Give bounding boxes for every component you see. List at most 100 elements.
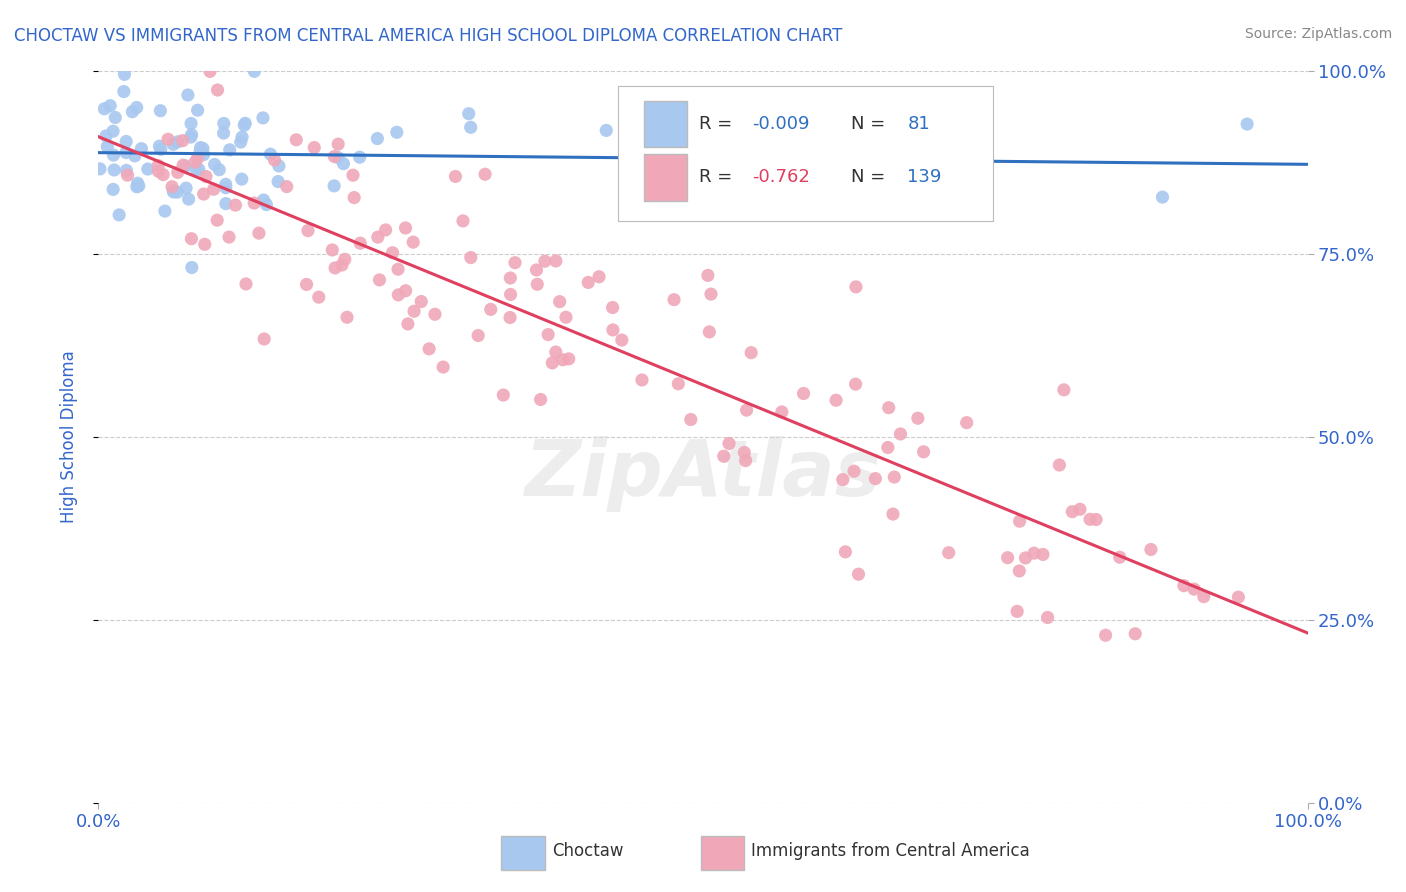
Point [212, 126, 235, 140]
Point [1078, 512, 1101, 526]
Point [387, 262, 409, 277]
Point [218, 143, 240, 157]
Point [166, 165, 188, 179]
Point [368, 273, 391, 287]
Point [323, 149, 346, 163]
Point [252, 111, 274, 125]
Point [177, 88, 200, 103]
Point [882, 507, 904, 521]
Point [115, 163, 138, 178]
Point [938, 546, 960, 560]
Point [180, 116, 202, 130]
Point [381, 245, 404, 260]
Point [252, 193, 274, 207]
Point [1022, 546, 1045, 560]
Point [342, 168, 364, 182]
Point [332, 157, 354, 171]
Point [842, 464, 865, 478]
Point [423, 307, 446, 321]
Point [204, 157, 226, 171]
Point [956, 416, 979, 430]
Point [492, 388, 515, 402]
Point [631, 373, 654, 387]
Point [160, 179, 183, 194]
Point [877, 401, 900, 415]
Point [190, 140, 212, 154]
Point [180, 128, 202, 142]
Point [1036, 610, 1059, 624]
Point [202, 182, 225, 196]
Point [367, 230, 389, 244]
Point [94, 128, 117, 143]
Point [793, 386, 815, 401]
Point [117, 168, 139, 182]
Point [177, 192, 200, 206]
Point [191, 142, 214, 156]
Point [104, 111, 127, 125]
Point [1236, 117, 1258, 131]
Text: Choctaw: Choctaw [551, 842, 623, 860]
Point [162, 184, 184, 198]
Point [845, 377, 868, 392]
Point [243, 196, 266, 211]
Point [186, 152, 208, 166]
FancyBboxPatch shape [501, 837, 544, 870]
Point [848, 567, 870, 582]
Point [432, 359, 454, 374]
Point [103, 148, 125, 162]
Point [716, 196, 738, 211]
Point [865, 472, 887, 486]
Point [834, 545, 856, 559]
Point [530, 392, 553, 407]
Point [912, 445, 935, 459]
Point [734, 453, 756, 467]
Point [551, 352, 574, 367]
Point [124, 149, 146, 163]
Point [285, 133, 308, 147]
Point [172, 134, 194, 148]
Point [212, 116, 235, 130]
Point [957, 161, 980, 175]
Point [1152, 190, 1174, 204]
Point [247, 226, 270, 240]
Point [548, 294, 571, 309]
Point [180, 130, 202, 145]
Point [194, 237, 217, 252]
Point [349, 236, 371, 251]
Point [395, 284, 418, 298]
Point [89, 161, 111, 176]
Point [526, 277, 548, 292]
Point [166, 185, 188, 199]
Point [1062, 505, 1084, 519]
Point [349, 150, 371, 164]
Point [602, 323, 624, 337]
Point [696, 268, 718, 283]
Point [233, 118, 256, 132]
Point [845, 280, 868, 294]
Point [254, 197, 277, 211]
Point [700, 287, 723, 301]
Point [499, 271, 522, 285]
Point [180, 232, 202, 246]
Point [304, 140, 326, 154]
Point [149, 103, 172, 118]
Point [308, 290, 330, 304]
Point [259, 147, 281, 161]
Point [208, 162, 231, 177]
Point [276, 179, 298, 194]
Point [174, 181, 197, 195]
Point [336, 310, 359, 325]
Point [718, 436, 741, 450]
Point [148, 164, 170, 178]
Point [602, 301, 624, 315]
Point [101, 124, 124, 138]
Text: -0.762: -0.762 [752, 169, 810, 186]
Point [770, 405, 793, 419]
Point [231, 130, 253, 145]
Point [499, 287, 522, 301]
Point [149, 142, 172, 156]
Point [1053, 383, 1076, 397]
Point [96, 139, 118, 153]
Point [297, 224, 319, 238]
FancyBboxPatch shape [644, 101, 688, 147]
